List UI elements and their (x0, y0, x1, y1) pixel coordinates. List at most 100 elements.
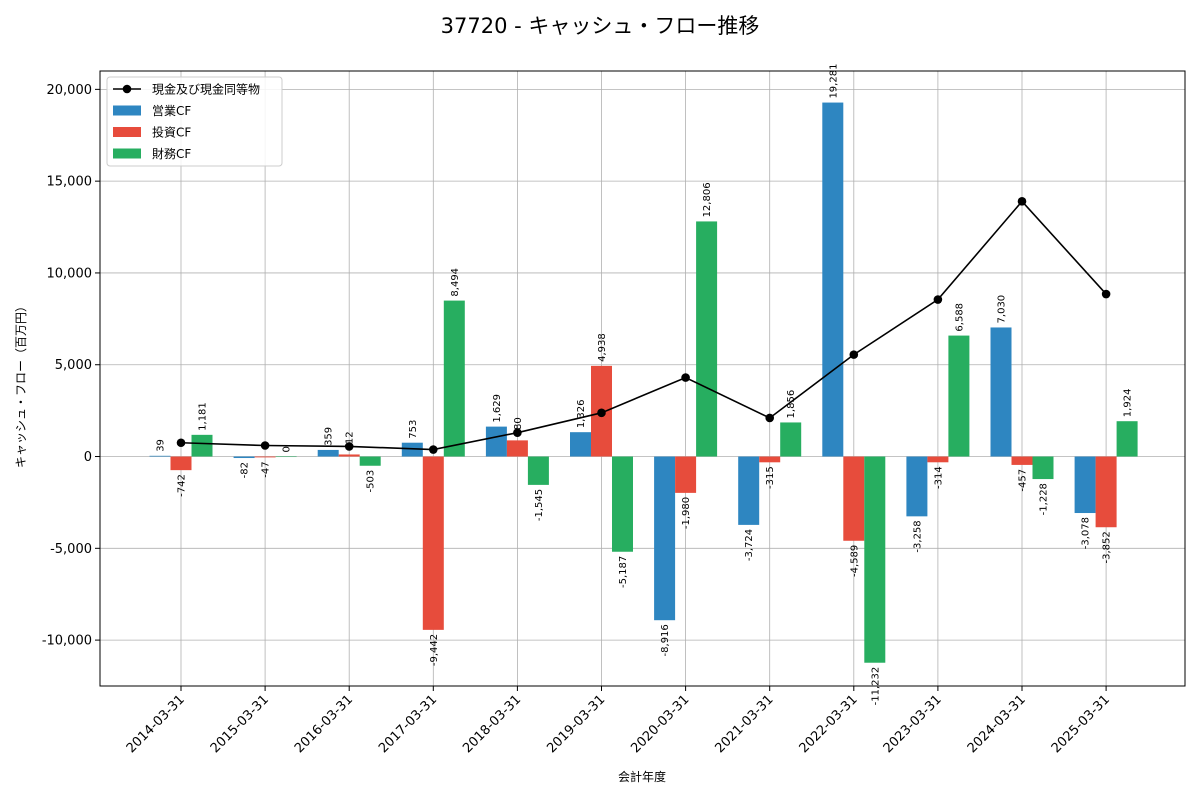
data-label: 8,494 (450, 268, 461, 297)
cash-point (849, 350, 859, 359)
x-tick-label: 2018-03-31 (460, 692, 524, 756)
data-label: -47 (261, 461, 272, 477)
data-label: 12,806 (702, 182, 713, 217)
data-label: 4,938 (597, 333, 608, 362)
bar (233, 456, 255, 459)
bar (654, 456, 676, 621)
chart-title: 37720 - キャッシュ・フロー推移 (441, 14, 760, 38)
x-axis-label: 会計年度 (618, 769, 666, 784)
bar (843, 456, 865, 541)
data-label: 753 (408, 420, 419, 439)
data-label: 6,588 (954, 303, 965, 332)
bar (401, 442, 423, 457)
legend-swatch (113, 127, 141, 137)
bar (906, 456, 928, 517)
cash-point (1101, 289, 1111, 299)
bar (864, 456, 886, 663)
cash-point (513, 428, 522, 437)
bar (1032, 456, 1054, 480)
data-label: -315 (765, 466, 776, 489)
bar (149, 455, 171, 457)
plot-frame (99, 70, 1186, 687)
y-tick-label: 20,000 (47, 83, 93, 98)
bar (612, 456, 633, 552)
bar (780, 422, 802, 457)
x-tick-label: 2022-03-31 (797, 692, 861, 756)
cash-point (344, 442, 354, 451)
data-label: -3,078 (1081, 517, 1092, 549)
bar (170, 456, 192, 471)
data-label: -3,258 (912, 520, 923, 552)
bar (422, 456, 444, 630)
data-label: -82 (240, 462, 251, 478)
bar (738, 456, 760, 525)
x-tick-label: 2023-03-31 (881, 692, 945, 756)
data-label: -9,442 (429, 634, 440, 666)
cash-point (933, 295, 943, 304)
bar (338, 454, 360, 457)
cash-point (681, 373, 690, 382)
x-tick-label: 2015-03-31 (208, 692, 272, 756)
bar (191, 434, 213, 457)
legend-label: 投資CF (152, 125, 191, 140)
x-tick-label: 2020-03-31 (628, 692, 692, 756)
bar (1011, 456, 1033, 465)
bars-layer (149, 102, 1138, 663)
data-label: -314 (933, 466, 944, 489)
data-label: -457 (1018, 469, 1029, 492)
y-tick-label: 0 (84, 450, 92, 465)
bar (822, 102, 844, 457)
cash-point (765, 413, 774, 423)
cash-line (180, 200, 1107, 451)
data-label: -5,187 (618, 556, 629, 588)
bar (570, 432, 591, 457)
data-label: -1,980 (681, 497, 692, 529)
bar (443, 300, 465, 457)
bar (759, 456, 781, 463)
data-label: -742 (177, 474, 188, 497)
legend-marker (122, 84, 132, 94)
x-tick-label: 2025-03-31 (1049, 692, 1113, 756)
data-label: 880 (513, 417, 524, 436)
cash-point (1017, 197, 1027, 206)
bar (317, 449, 339, 457)
bar (675, 456, 697, 493)
bar (1095, 456, 1117, 528)
data-label: 39 (156, 439, 167, 452)
line-layer (176, 197, 1111, 454)
x-tick-label: 2021-03-31 (712, 692, 776, 756)
data-label: -4,589 (849, 545, 860, 577)
data-label: -8,916 (660, 624, 671, 656)
legend-frame (106, 76, 283, 167)
legend-swatch (113, 105, 141, 116)
data-label: 1,326 (576, 400, 587, 429)
data-label: -3,724 (744, 529, 755, 561)
data-label: 1,924 (1123, 389, 1134, 418)
y-tick-label: 10,000 (47, 266, 93, 281)
y-axis-label: キャッシュ・フロー（百万円） (14, 300, 28, 468)
data-label: -3,852 (1102, 531, 1113, 563)
bar (1074, 456, 1096, 514)
x-tick-label: 2017-03-31 (376, 692, 440, 756)
bar (948, 335, 970, 457)
bar (696, 221, 718, 457)
cash-point (429, 445, 438, 454)
x-tick-label: 2016-03-31 (292, 692, 356, 756)
data-label: 7,030 (997, 295, 1008, 324)
y-tick-label: 15,000 (47, 175, 93, 190)
legend-label: 営業CF (152, 104, 191, 118)
data-label: 1,181 (198, 402, 209, 431)
data-label: -1,228 (1039, 483, 1050, 515)
y-tick-label: -10,000 (42, 634, 92, 649)
x-tick-label: 2024-03-31 (965, 692, 1029, 756)
data-label: 0 (282, 446, 293, 452)
cash-point (176, 438, 186, 448)
data-label: 19,281 (828, 64, 839, 99)
x-tick-label: 2019-03-31 (544, 692, 608, 756)
bar (1116, 421, 1138, 457)
cash-point (260, 441, 270, 450)
data-label: 112 (345, 431, 356, 450)
y-tick-label: 5,000 (55, 358, 92, 373)
